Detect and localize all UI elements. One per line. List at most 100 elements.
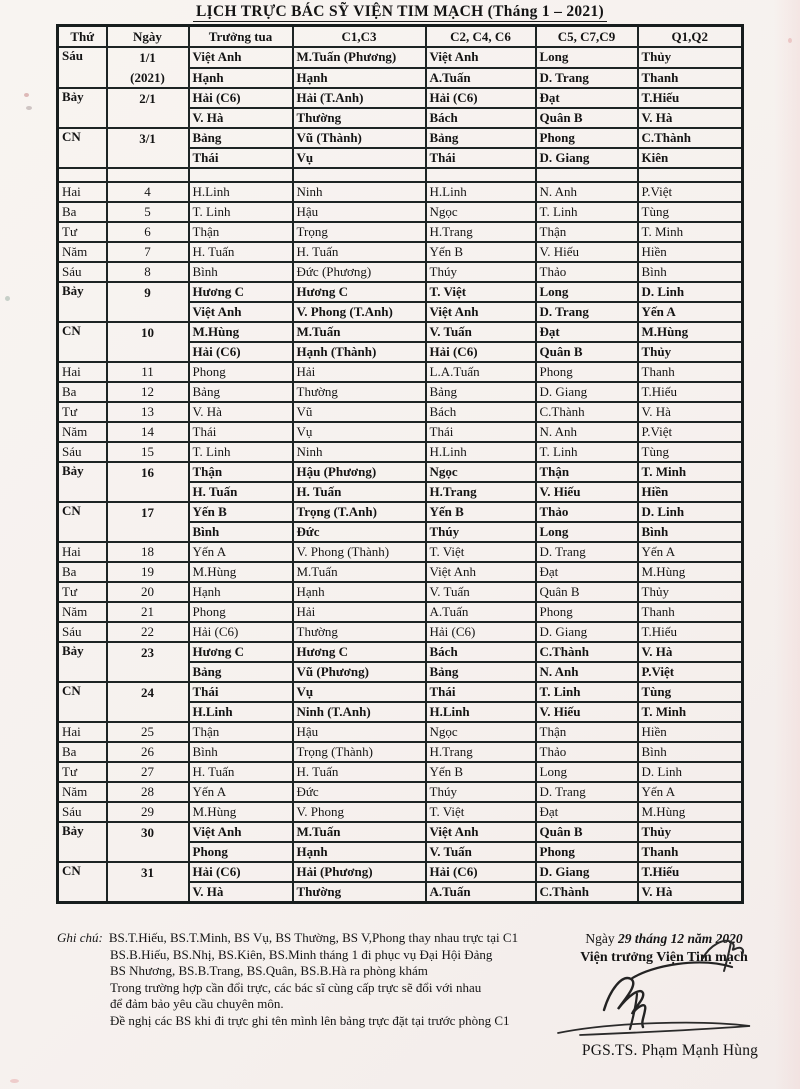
date-value: 28 <box>141 784 154 799</box>
duty-cell: Phong <box>187 361 294 383</box>
duty-cell: H. Tuấn <box>291 481 427 503</box>
duty-cell: M.Hùng <box>636 801 744 823</box>
duty-cell: Yến B <box>424 761 537 783</box>
duty-cell: Bình <box>636 521 744 543</box>
schedule-row: Hai 4 H.Linh Ninh H.Linh N. Anh P.Việt <box>56 181 744 203</box>
duty-cell: Ngọc <box>424 201 537 223</box>
duty-cell: T. Minh <box>636 221 744 243</box>
duty-cell: Hải <box>291 601 427 623</box>
duty-cell: Bảng <box>187 381 294 403</box>
empty-cell <box>105 167 190 183</box>
schedule-row: Việt Anh V. Phong (T.Anh) Việt Anh D. Trang… <box>58 301 744 323</box>
duty-cell: Tùng <box>636 441 744 463</box>
schedule-row: H. Tuấn H. Tuấn H.Trang V. Hiếu Hiền <box>58 481 744 503</box>
duty-cell: D. Trang <box>534 66 639 89</box>
weekday-cell: Bảy <box>56 281 108 323</box>
empty-cell <box>534 167 639 183</box>
note-line: BS.T.Hiếu, BS.T.Minh, BS Vụ, BS Thường, … <box>108 930 519 945</box>
note-line: Đề nghị các BS khi đi trực ghi tên mình … <box>110 1012 510 1028</box>
duty-cell: H. Tuấn <box>187 761 294 783</box>
weekday-cell: Bảy <box>56 461 108 503</box>
empty-cell <box>636 167 744 183</box>
duty-cell: T. Linh <box>187 201 294 223</box>
duty-cell: H.Linh <box>424 181 537 203</box>
weekday-cell: Sáu <box>56 621 108 643</box>
weekday-cell: Hai <box>56 181 108 203</box>
schedule-row: Hải (C6) Hạnh (Thành) Hải (C6) Quân B Thủy <box>58 341 744 363</box>
date-cell: 12 <box>105 381 190 403</box>
duty-cell: Yến B <box>424 501 537 523</box>
notes-section: Ghi chú: BS.T.Hiếu, BS.T.Minh, BS Vụ, BS … <box>57 930 542 1029</box>
duty-cell: Phong <box>534 361 639 383</box>
duty-cell: V. Tuấn <box>424 581 537 603</box>
date-value: 22 <box>141 624 154 639</box>
date-cell: 15 <box>105 441 190 463</box>
duty-cell: Thường <box>291 881 427 904</box>
duty-cell: Yến A <box>636 781 744 803</box>
date-cell: 5 <box>105 201 190 223</box>
duty-cell: Thường <box>291 107 427 129</box>
duty-cell: Phong <box>534 601 639 623</box>
duty-cell: Thúy <box>424 261 537 283</box>
duty-cell: Hải (C6) <box>424 87 537 109</box>
duty-cell: Tùng <box>636 681 744 703</box>
page-title-text: LỊCH TRỰC BÁC SỸ VIỆN TIM MẠCH (Tháng 1 … <box>193 3 607 22</box>
header-q1-q2: Q1,Q2 <box>636 24 744 48</box>
date-value: 13 <box>141 404 154 419</box>
duty-cell: P.Việt <box>636 421 744 443</box>
schedule-row: V. Hà Thường A.Tuấn C.Thành V. Hà <box>58 881 744 904</box>
duty-cell: Ngọc <box>424 461 537 483</box>
duty-cell: V. Tuấn <box>424 841 537 863</box>
duty-cell: Long <box>534 281 639 303</box>
duty-cell: Thái <box>187 421 294 443</box>
duty-cell: Phong <box>534 841 639 863</box>
date-value: 29 <box>141 804 154 819</box>
date-cell: 16 <box>105 461 190 503</box>
duty-cell: V. Hiếu <box>534 701 639 723</box>
schedule-row: Sáu 29 M.Hùng V. Phong T. Việt Đạt M.Hùng <box>56 801 744 823</box>
duty-cell: Thủy <box>636 821 744 843</box>
empty-cell <box>424 167 537 183</box>
duty-cell: Thủy <box>636 46 744 69</box>
duty-cell: Hậu (Phương) <box>291 461 427 483</box>
date-cell: 25 <box>105 721 190 743</box>
date-value: 24 <box>141 685 154 700</box>
duty-cell: Bình <box>636 261 744 283</box>
date-value: 3/1 <box>139 131 156 146</box>
duty-cell: Thanh <box>636 361 744 383</box>
scan-edge-tint <box>774 0 800 1089</box>
duty-cell: A.Tuấn <box>424 881 537 904</box>
weekday-cell: Sáu <box>56 261 108 283</box>
header-c5-c7-c9: C5, C7,C9 <box>534 24 639 48</box>
duty-cell: Hậu <box>291 201 427 223</box>
duty-cell: Hương C <box>187 281 294 303</box>
duty-cell: D. Giang <box>534 381 639 403</box>
duty-cell: Thái <box>424 421 537 443</box>
duty-cell: C.Thành <box>534 401 639 423</box>
schedule-row: Bảy 2/1 Hải (C6) Hải (T.Anh) Hải (C6) Đạt T.Hi… <box>56 87 744 129</box>
duty-cell: Ninh <box>291 181 427 203</box>
duty-cell: Đạt <box>534 561 639 583</box>
duty-cell: P.Việt <box>636 181 744 203</box>
duty-cell: V. Hà <box>636 401 744 423</box>
duty-cell: P.Việt <box>636 661 744 683</box>
duty-cell: V. Tuấn <box>424 321 537 343</box>
duty-cell: Việt Anh <box>424 821 537 843</box>
weekday-cell: Hai <box>56 541 108 563</box>
duty-cell: H. Tuấn <box>187 481 294 503</box>
date-value: 30 <box>141 825 154 840</box>
header-ngay: Ngày <box>105 24 190 48</box>
duty-cell: M.Hùng <box>636 321 744 343</box>
note-line: Trong trường hợp cần đổi trực, các bác s… <box>110 979 482 995</box>
schedule-row: CN 24 Thái Vụ Thái T. Linh Tùng <box>56 681 744 723</box>
duty-cell: V. Hà <box>187 107 294 129</box>
date-cell: 28 <box>105 781 190 803</box>
weekday-cell: Sáu <box>56 46 108 89</box>
date-value: 8 <box>144 264 151 279</box>
duty-cell: Vụ <box>291 681 427 703</box>
date-cell: 19 <box>105 561 190 583</box>
schedule-row: Sáu 1/1 (2021) Việt Anh M.Tuấn (Phương) Việt … <box>56 46 744 89</box>
duty-cell: D. Linh <box>636 501 744 523</box>
duty-cell: Hải (C6) <box>424 861 537 883</box>
duty-cell: Thủy <box>636 581 744 603</box>
